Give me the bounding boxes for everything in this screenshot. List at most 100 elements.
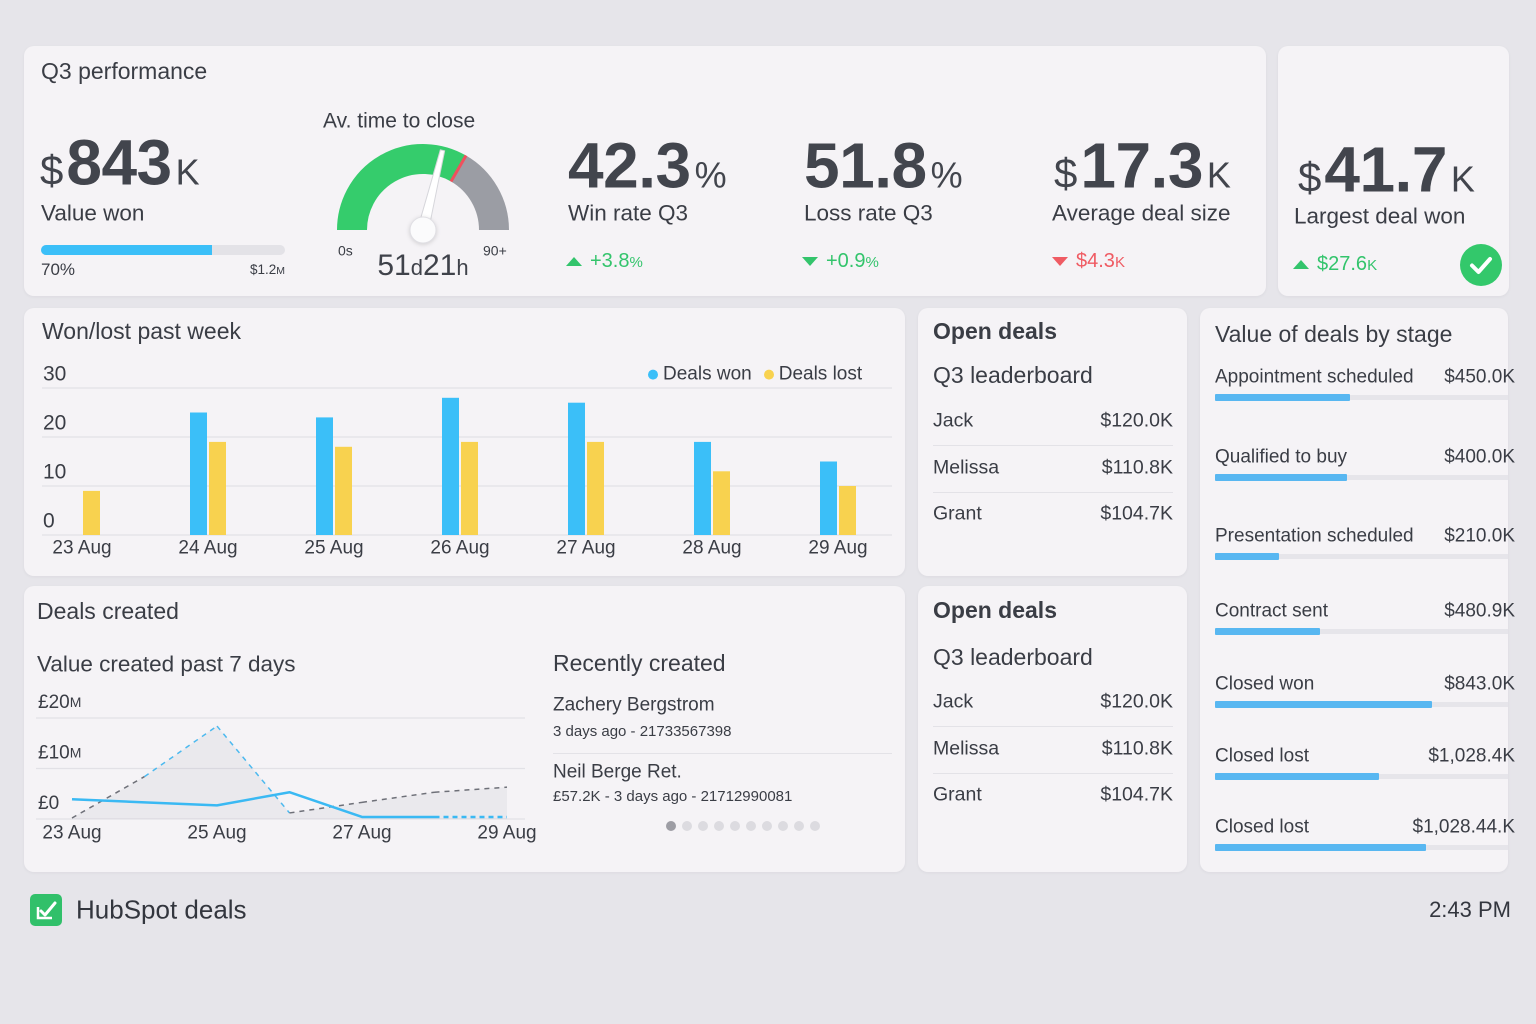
gauge-threshold-marker <box>449 154 468 183</box>
largest-deal-change: $27.6K <box>1293 252 1377 276</box>
stat-label: Loss rate Q3 <box>804 200 933 226</box>
y-tick-label: 20 <box>43 412 66 435</box>
card-title: Open deals <box>933 318 1057 345</box>
x-tick-label: 24 Aug <box>178 538 237 559</box>
stage-value: $843.0K <box>1444 673 1515 695</box>
rep-name: Jack <box>933 690 974 713</box>
pagination-dot[interactable] <box>682 821 692 831</box>
leaderboard-row: Melissa $110.8K <box>933 737 1173 760</box>
bar-deals-won <box>694 441 711 535</box>
x-tick-label: 29 Aug <box>808 538 867 559</box>
rep-value: $110.8K <box>1101 737 1173 760</box>
legend-label: Deals lost <box>778 363 863 385</box>
value-unit: K <box>175 151 200 193</box>
gauge-days: 51 <box>377 249 411 282</box>
stage-bar-fill <box>1215 773 1380 780</box>
leaderboard-row: Grant $104.7K <box>933 783 1173 806</box>
q3-performance-card: Q3 performance $843 K Value won 70% $1.2M… <box>24 46 1266 296</box>
bar-deals-lost <box>461 441 478 535</box>
change-text: +0.9% <box>826 249 879 273</box>
pagination-dot[interactable] <box>778 821 788 831</box>
stage-bar-track <box>1215 553 1508 560</box>
stage-value: $400.0K <box>1444 446 1515 468</box>
open-deals-card: Open deals Q3 leaderboard Jack $120.0K Me… <box>918 586 1187 872</box>
card-title: Deals created <box>37 598 179 625</box>
row-divider <box>933 726 1173 727</box>
recent-deal-name[interactable]: Neil Berge Ret. <box>553 761 682 783</box>
rep-value: $104.7K <box>1100 783 1173 806</box>
gauge-hours-unit: h <box>456 255 469 280</box>
change-value: +3.8 <box>590 250 630 272</box>
stage-label: Closed lost <box>1215 816 1309 838</box>
x-tick-label: 28 Aug <box>682 538 741 559</box>
target-unit: M <box>276 264 285 277</box>
stage-value: $480.9K <box>1444 600 1515 622</box>
stage-label: Presentation scheduled <box>1215 525 1414 547</box>
pagination-dot[interactable] <box>762 821 772 831</box>
stat-number: 17.3 <box>1080 129 1203 202</box>
stat-unit: % <box>930 154 963 196</box>
legend-dot-icon <box>648 369 658 380</box>
bar-deals-lost <box>713 471 730 535</box>
y-tick-value: £10 <box>38 742 70 763</box>
leaderboard-row: Grant $104.7K <box>933 502 1173 525</box>
chart-legend: Deals won Deals lost <box>648 364 862 387</box>
stage-label: Appointment scheduled <box>1215 366 1414 388</box>
won-lost-card: 0 10 20 30 23 Aug 24 Aug 25 Aug 26 Aug 27 Aug 28 … <box>24 308 905 576</box>
x-tick-label: 25 Aug <box>187 823 246 844</box>
bar-deals-won <box>442 397 459 535</box>
deals-by-stage-card: Value of deals by stage Appointment sche… <box>1200 308 1515 872</box>
pagination-dot[interactable] <box>746 821 756 831</box>
pagination-dot[interactable] <box>698 821 708 831</box>
value-won-label: Value won <box>41 200 145 226</box>
progress-percent: 70% <box>41 259 76 279</box>
comparison-line-segment <box>216 725 291 814</box>
stage-bar-track <box>1215 773 1508 780</box>
largest-deal-label: Largest deal won <box>1294 203 1466 229</box>
change-unit: K <box>1114 254 1125 271</box>
bar-deals-lost <box>587 441 604 535</box>
target-amount: $1.2 <box>249 261 277 277</box>
comparison-line-segment <box>71 775 145 819</box>
trend-down-icon <box>1052 256 1068 266</box>
stat-change: +0.9% <box>802 249 879 273</box>
stat-number: 42.3 <box>568 129 691 202</box>
change-text: $4.3K <box>1076 249 1125 273</box>
largest-deal-card: $41.7 K Largest deal won $27.6K <box>1278 46 1509 296</box>
pagination-dot[interactable] <box>714 821 724 831</box>
value-number: 843 <box>66 126 172 199</box>
deals-created-card: £0 £10M £20M 23 Aug 25 Aug 27 Aug 29 Aug Deals… <box>24 586 905 872</box>
rep-value: $110.8K <box>1101 456 1173 479</box>
trend-down-icon <box>802 256 818 266</box>
stage-bar-track <box>1215 628 1508 635</box>
stage-bar-fill <box>1215 628 1321 635</box>
recent-deal-name[interactable]: Zachery Bergstrom <box>553 694 715 716</box>
row-divider <box>933 773 1173 774</box>
comparison-line-segment <box>289 801 363 814</box>
stage-bar-fill <box>1215 474 1347 481</box>
open-deals-card: Open deals Q3 leaderboard Jack $120.0K Me… <box>918 308 1187 576</box>
gauge-needle-hub <box>409 216 437 244</box>
value-created-line <box>71 790 435 819</box>
legend-dot-icon <box>763 369 774 380</box>
change-value: $4.3 <box>1076 250 1115 272</box>
change-value: +0.9 <box>826 250 866 272</box>
stat-prefix: $ <box>1054 149 1078 197</box>
gauge-max-label: 90+ <box>483 242 507 259</box>
pagination-dot[interactable] <box>794 821 804 831</box>
rep-value: $120.0K <box>1100 409 1173 432</box>
gauge-over-range-arc <box>450 155 509 231</box>
pagination-dot[interactable] <box>730 821 740 831</box>
rep-value: $104.7K <box>1100 502 1173 525</box>
stage-bar-track <box>1215 474 1508 481</box>
stage-value: $1,028.44.K <box>1412 816 1515 838</box>
change-text: +3.8% <box>590 249 643 273</box>
legend-label: Deals won <box>663 363 752 385</box>
pagination-dot[interactable] <box>810 821 820 831</box>
legend-deals-won: Deals won <box>648 364 752 387</box>
comparison-area <box>72 726 507 819</box>
bar-deals-lost <box>839 486 856 535</box>
bar-deals-won <box>190 412 207 535</box>
pagination-dot[interactable] <box>666 821 676 831</box>
